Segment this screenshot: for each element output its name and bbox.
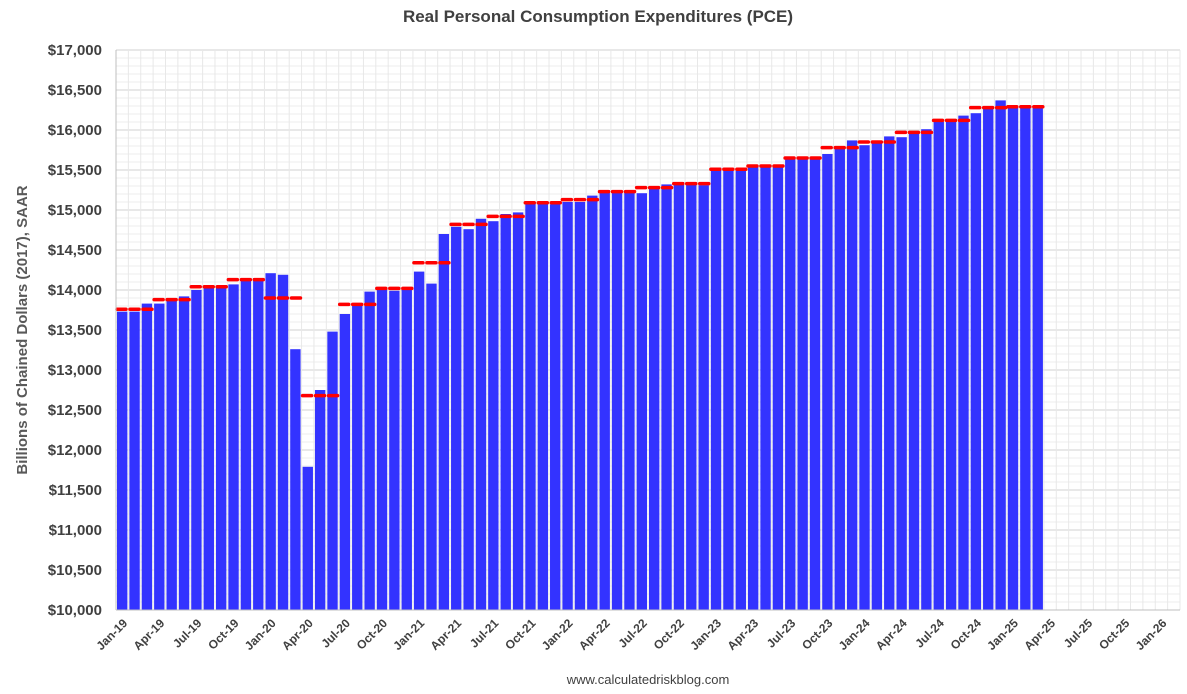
bar-Feb-20 — [277, 274, 289, 610]
bar-Jun-21 — [475, 218, 487, 611]
bar-Mar-20 — [290, 349, 301, 610]
bar-Nov-22 — [686, 183, 697, 610]
source-credit: www.calculatedriskblog.com — [566, 672, 730, 687]
y-tick-label: $10,500 — [48, 562, 102, 579]
bar-Apr-20 — [302, 466, 313, 610]
bar-Apr-21 — [451, 226, 462, 611]
bar-Apr-23 — [747, 166, 759, 611]
bar-Dec-23 — [846, 140, 858, 610]
bar-Jan-21 — [413, 271, 425, 610]
y-tick-label: $14,000 — [48, 282, 102, 299]
y-tick-label: $14,500 — [48, 242, 102, 259]
bar-Nov-23 — [834, 147, 845, 610]
bar-series — [116, 100, 1043, 611]
bar-Feb-23 — [723, 168, 734, 610]
bar-Feb-24 — [871, 141, 883, 610]
bar-Sep-21 — [512, 212, 524, 610]
y-tick-label: $15,000 — [48, 202, 102, 219]
bar-Oct-20 — [376, 288, 388, 610]
y-tick-label: $16,000 — [48, 122, 102, 139]
y-tick-label: $12,500 — [48, 402, 102, 419]
bar-Apr-19 — [154, 303, 165, 610]
chart-title: Real Personal Consumption Expenditures (… — [403, 7, 793, 26]
y-tick-label: $15,500 — [48, 162, 102, 179]
bar-Oct-22 — [673, 182, 685, 610]
bar-Jan-23 — [710, 167, 722, 610]
bar-Jul-19 — [191, 290, 202, 610]
bar-Nov-20 — [389, 290, 400, 610]
y-tick-label: $16,500 — [48, 82, 102, 99]
bar-Jul-20 — [339, 314, 351, 610]
y-tick-label: $11,000 — [49, 522, 102, 539]
bar-Oct-24 — [970, 113, 982, 610]
bar-May-19 — [166, 300, 177, 610]
bar-Feb-25 — [1020, 107, 1031, 610]
y-tick-label: $17,000 — [48, 42, 102, 59]
bar-Mar-24 — [884, 136, 895, 610]
bar-Aug-20 — [352, 306, 363, 610]
bar-Aug-22 — [648, 186, 660, 610]
bar-May-22 — [611, 192, 623, 610]
bar-Feb-22 — [574, 202, 586, 610]
bar-Jun-20 — [327, 331, 338, 610]
bar-Jul-24 — [933, 122, 944, 610]
bar-Dec-22 — [698, 185, 709, 610]
y-tick-label: $10,000 — [48, 602, 102, 619]
bar-Mar-21 — [438, 234, 450, 610]
y-axis-label: Billions of Chained Dollars (2017), SAAR — [14, 185, 31, 474]
bar-Jun-19 — [178, 296, 190, 610]
bar-May-24 — [908, 131, 920, 610]
bar-Apr-24 — [896, 137, 907, 610]
bar-Mar-25 — [1032, 106, 1043, 611]
bar-Feb-21 — [426, 283, 437, 610]
bar-Oct-23 — [822, 154, 833, 610]
y-tick-labels: $10,000 $10,500 $11,000 $11,500 $12,000 $12,5… — [48, 42, 102, 619]
bar-Jun-23 — [772, 165, 784, 610]
bar-Aug-19 — [203, 286, 214, 610]
bar-Aug-24 — [945, 122, 957, 610]
bar-Dec-21 — [550, 204, 561, 610]
bar-Nov-19 — [240, 279, 252, 610]
bar-Jul-22 — [636, 193, 648, 610]
bar-May-23 — [760, 165, 771, 610]
bar-May-20 — [314, 390, 326, 610]
y-tick-label: $11,500 — [49, 482, 102, 499]
bar-Jan-19 — [116, 311, 128, 610]
axes — [115, 50, 1180, 611]
bar-Jan-24 — [859, 145, 870, 610]
bar-Sep-24 — [958, 115, 969, 610]
bar-Nov-21 — [537, 202, 549, 610]
bar-Oct-21 — [525, 202, 536, 611]
bar-Jan-25 — [1007, 106, 1019, 610]
bar-Jun-24 — [921, 129, 932, 610]
quarterly-average-series — [115, 105, 1045, 398]
bar-Jul-21 — [488, 221, 499, 610]
bar-Sep-20 — [364, 291, 375, 610]
bar-Dec-20 — [401, 288, 412, 610]
bar-May-21 — [463, 229, 474, 610]
y-tick-label: $13,500 — [48, 322, 102, 339]
y-tick-label: $12,000 — [48, 442, 102, 459]
bar-Dec-24 — [995, 100, 1006, 611]
bar-Mar-23 — [735, 170, 746, 611]
bar-Mar-22 — [587, 195, 598, 610]
bar-Mar-19 — [141, 303, 153, 610]
bar-Apr-22 — [599, 190, 610, 610]
bar-Nov-24 — [983, 108, 994, 611]
bar-Sep-23 — [809, 157, 821, 610]
bar-Jan-20 — [265, 273, 276, 610]
bar-Dec-19 — [253, 278, 264, 610]
y-tick-label: $13,000 — [48, 362, 102, 379]
bar-Aug-23 — [797, 158, 808, 611]
bar-Feb-19 — [129, 311, 140, 610]
bar-Jul-23 — [785, 158, 796, 611]
bar-Oct-19 — [228, 284, 239, 610]
bar-Aug-21 — [500, 214, 511, 610]
bar-Jan-22 — [562, 202, 573, 610]
bar-Sep-19 — [215, 286, 227, 610]
bar-Sep-22 — [661, 184, 672, 610]
bar-Jun-22 — [624, 192, 635, 610]
